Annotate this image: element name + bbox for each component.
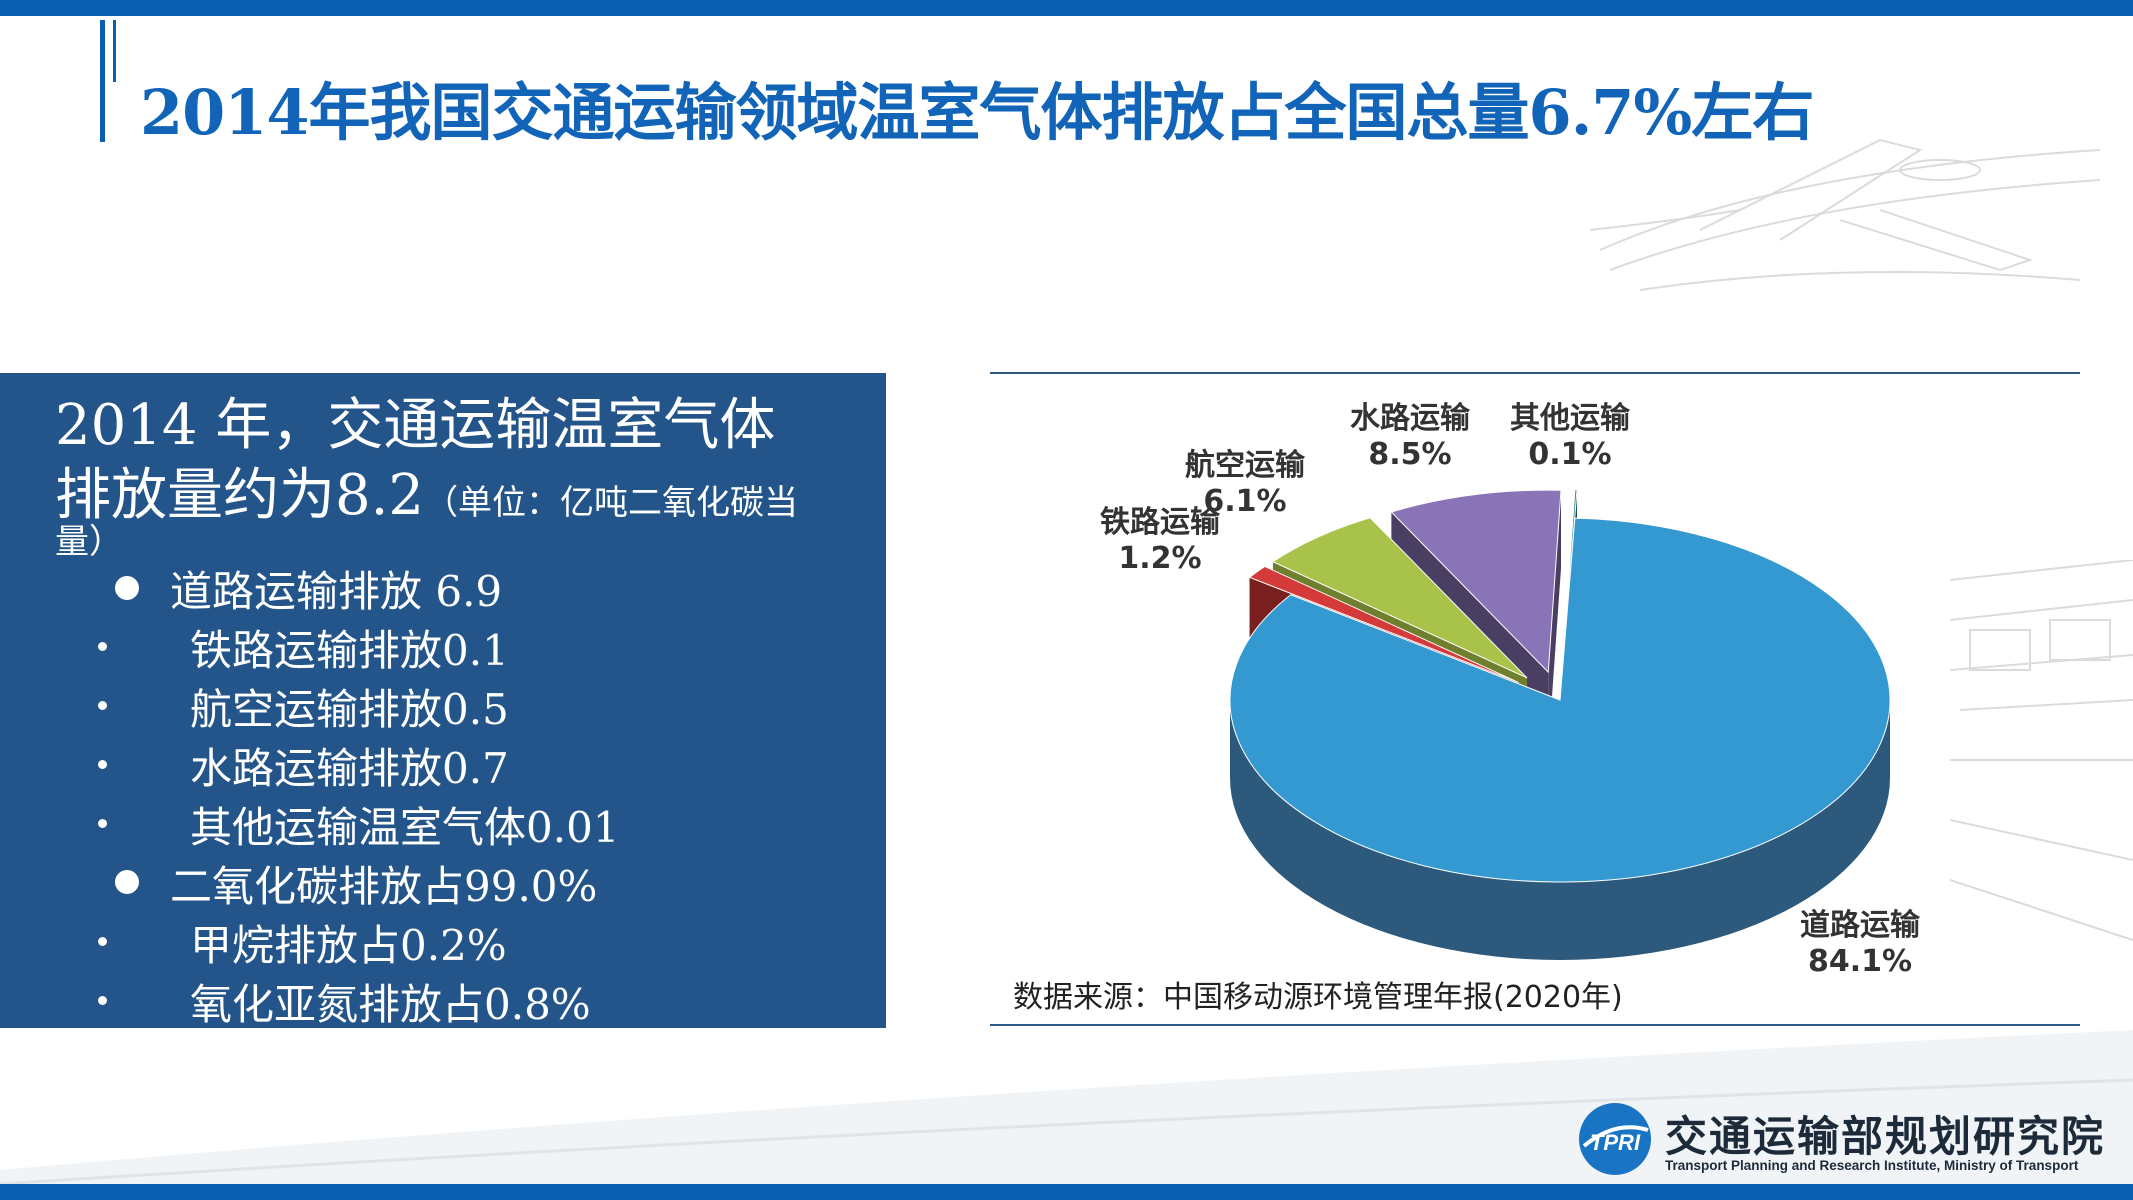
title-accent-rule xyxy=(100,20,105,142)
institute-name-en: Transport Planning and Research Institut… xyxy=(1665,1158,2079,1173)
pie-slice-side xyxy=(1230,700,1890,960)
institute-name-cn: 交通运输部规划研究院 xyxy=(1665,1112,2106,1161)
list-item-rail-emission: 铁路运输排放0.1 xyxy=(190,626,509,675)
logo-mark-text: TPRI xyxy=(1590,1130,1641,1155)
bullet-dot xyxy=(98,937,107,946)
pie-slice-cut-face xyxy=(1548,490,1562,751)
bullet-dot xyxy=(98,760,107,769)
list-item-air-emission: 航空运输排放0.5 xyxy=(190,685,509,734)
slice-label-name: 铁路运输 xyxy=(1100,505,1221,540)
lead-total: 排放量约为8.2 xyxy=(55,463,425,528)
lead-line-2: 排放量约为8.2（单位：亿吨二氧化碳当 xyxy=(55,450,798,531)
chart-top-rule xyxy=(990,372,2080,374)
bullet-dot xyxy=(98,996,107,1005)
list-item-methane-share: 甲烷排放占0.2% xyxy=(190,921,507,970)
list-item-water-emission: 水路运输排放0.7 xyxy=(190,744,509,793)
summary-panel xyxy=(0,373,886,1028)
slice-label-name: 其他运输 xyxy=(1510,401,1631,436)
data-source-note: 数据来源：中国移动源环境管理年报(2020年) xyxy=(1013,980,1623,1015)
lead-unit: （单位：亿吨二氧化碳当 xyxy=(424,483,799,523)
slice-label-value: 1.2% xyxy=(1118,541,1201,576)
bullet-dot xyxy=(115,576,139,600)
list-item-road-emission: 道路运输排放 6.9 xyxy=(170,567,503,616)
slice-label-name: 航空运输 xyxy=(1185,448,1306,483)
slice-label-name: 水路运输 xyxy=(1350,401,1471,436)
list-item-co2-share: 二氧化碳排放占99.0% xyxy=(170,862,598,911)
lead-line-1: 2014 年，交通运输温室气体 xyxy=(55,393,776,458)
pie-slice-top xyxy=(1248,565,1519,684)
slide-title: 2014年我国交通运输领域温室气体排放占全国总量6.7%左右 xyxy=(140,76,1814,149)
slice-label-value: 6.1% xyxy=(1203,484,1286,519)
bullet-dot xyxy=(98,819,107,828)
chart-bottom-rule xyxy=(990,1024,2080,1026)
pie-slice-道路运输 xyxy=(1229,517,1891,960)
top-accent-bar xyxy=(0,0,2133,16)
bullet-dot xyxy=(98,701,107,710)
bullet-dot xyxy=(115,870,139,894)
slice-label-name: 道路运输 xyxy=(1800,908,1921,943)
institute-logo-icon: TPRI xyxy=(1579,1103,1651,1175)
slice-label-value: 0.1% xyxy=(1528,437,1611,472)
list-item-other-emission: 其他运输温室气体0.01 xyxy=(190,803,620,852)
lead-line-3: 量） xyxy=(55,522,123,562)
slice-label-value: 84.1% xyxy=(1808,944,1912,979)
bullet-dot xyxy=(98,642,107,651)
pie-slice-top xyxy=(1271,517,1528,679)
pie-slice-top xyxy=(1229,517,1891,883)
slice-label-value: 8.5% xyxy=(1368,437,1451,472)
title-accent-rule-thin xyxy=(113,20,116,82)
bottom-accent-bar xyxy=(0,1184,2133,1200)
pie-slice-top xyxy=(1390,489,1562,674)
list-item-n2o-share: 氧化亚氮排放占0.8% xyxy=(190,980,591,1029)
